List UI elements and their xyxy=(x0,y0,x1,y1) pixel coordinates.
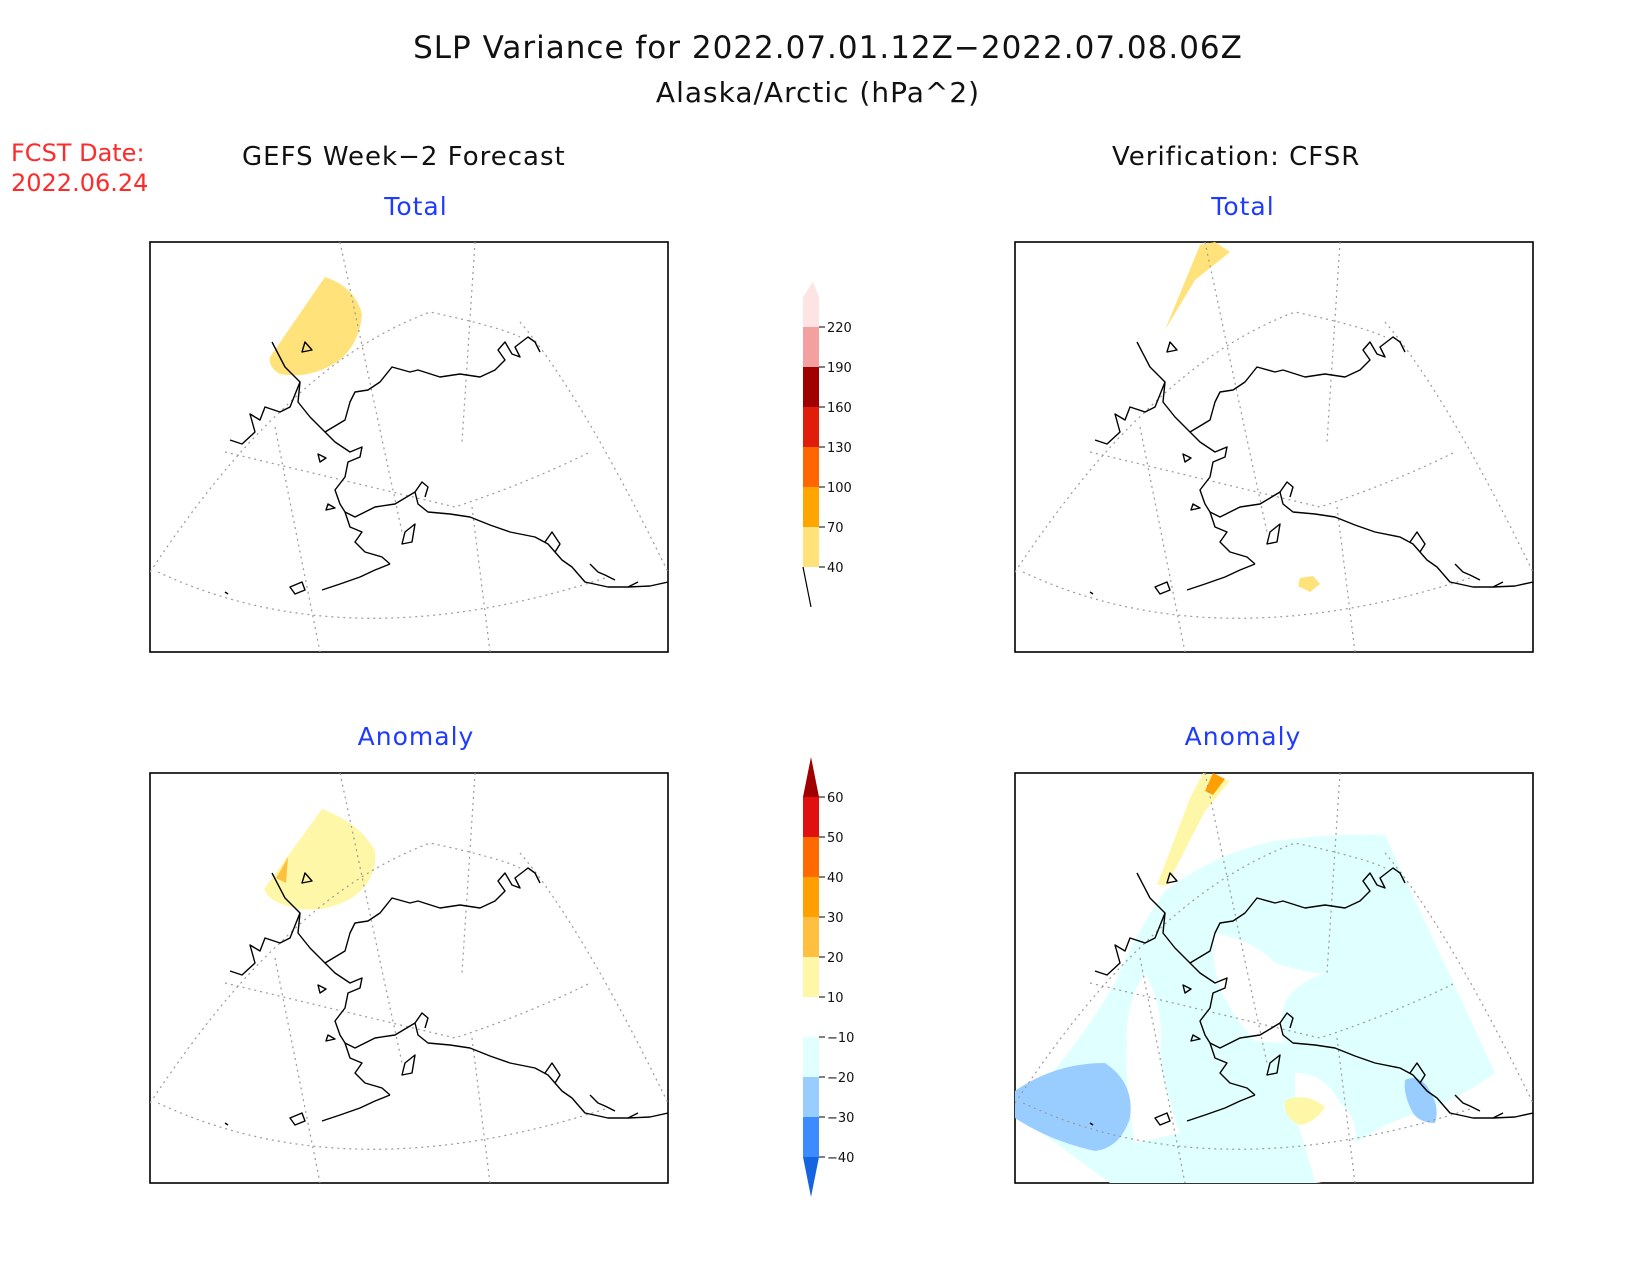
anomaly-colorbar-box-3 xyxy=(803,1037,819,1077)
forecast-total-title: Total xyxy=(384,192,448,221)
total-colorbar-label-2: 100 xyxy=(827,481,852,496)
verification-total-map xyxy=(1015,242,1533,652)
total-colorbar-label-6: 220 xyxy=(827,321,852,336)
anomaly-colorbar-label-8: 50 xyxy=(827,831,844,846)
anomaly-colorbar-label-5: 20 xyxy=(827,951,844,966)
anomaly-colorbar-label-3: −10 xyxy=(827,1031,854,1046)
verification-total-map-frame xyxy=(1014,241,1534,653)
anomaly-colorbar-label-1: −30 xyxy=(827,1111,854,1126)
anomaly-colorbar-label-4: 10 xyxy=(827,991,844,1006)
fcst-date-value: 2022.06.24 xyxy=(11,169,149,197)
chart-title: SLP Variance for 2022.07.01.12Z−2022.07.… xyxy=(413,30,1243,66)
total-colorbar-box-3 xyxy=(803,407,819,447)
fcst-date-label: FCST Date: xyxy=(11,139,145,167)
total-colorbar-label-1: 70 xyxy=(827,521,844,536)
verification-anomaly-negative-panhandle xyxy=(1404,1078,1437,1123)
anomaly-colorbar-label-7: 40 xyxy=(827,871,844,886)
total-colorbar-box-1 xyxy=(803,487,819,527)
anomaly-colorbar-box-9 xyxy=(803,797,819,837)
total-colorbar-lower-tail xyxy=(802,566,812,608)
anomaly-colorbar-box-7 xyxy=(803,877,819,917)
total-colorbar-box-2 xyxy=(803,447,819,487)
anomaly-colorbar-box-5 xyxy=(803,957,819,997)
verification-total-shading-north xyxy=(1165,242,1230,330)
anomaly-colorbar-box-8 xyxy=(803,837,819,877)
anomaly-colorbar-label-6: 30 xyxy=(827,911,844,926)
forecast-total-map xyxy=(150,242,668,652)
verification-anomaly-positive-gulf xyxy=(1284,1097,1325,1125)
anomaly-colorbar-box-4 xyxy=(803,997,819,1037)
anomaly-colorbar-upper-triangle xyxy=(803,757,819,797)
verification-anomaly-negative-bering xyxy=(1015,1063,1131,1151)
anomaly-colorbar-label-0: −40 xyxy=(827,1151,854,1166)
forecast-anomaly-map xyxy=(150,773,668,1183)
verification-anomaly-map xyxy=(1015,773,1533,1183)
anomaly-colorbar-box-1 xyxy=(803,1117,819,1157)
forecast-total-shading xyxy=(269,277,362,376)
forecast-anomaly-shading xyxy=(264,809,376,910)
anomaly-colorbar: −40 −30 −20 −10 10 20 30 40 50 60 xyxy=(803,757,854,1197)
anomaly-colorbar-label-9: 60 xyxy=(827,791,844,806)
forecast-anomaly-map-frame xyxy=(149,772,669,1184)
verification-anomaly-positive-peak xyxy=(1205,773,1225,795)
forecast-anomaly-title: Anomaly xyxy=(357,722,475,751)
total-colorbar-label-4: 160 xyxy=(827,401,852,416)
total-colorbar-box-4 xyxy=(803,367,819,407)
chart-subtitle: Alaska/Arctic (hPa^2) xyxy=(655,76,981,109)
verification-anomaly-positive-north xyxy=(1157,773,1230,885)
total-colorbar: 40 70 100 130 160 190 220 xyxy=(802,282,852,608)
verification-total-shading-gulf xyxy=(1298,576,1320,592)
total-colorbar-label-0: 40 xyxy=(827,561,844,576)
total-colorbar-label-3: 130 xyxy=(827,441,852,456)
total-colorbar-box-6 xyxy=(803,282,819,327)
verification-anomaly-neutral-interior xyxy=(1213,933,1325,1043)
forecast-total-map-frame xyxy=(149,241,669,653)
verification-total-title: Total xyxy=(1211,192,1275,221)
anomaly-colorbar-lower-triangle xyxy=(803,1157,819,1197)
verification-column-heading: Verification: CFSR xyxy=(1112,142,1361,172)
total-colorbar-box-0 xyxy=(803,527,819,567)
verification-anomaly-title: Anomaly xyxy=(1184,722,1302,751)
forecast-column-heading: GEFS Week−2 Forecast xyxy=(242,142,566,172)
anomaly-colorbar-box-6 xyxy=(803,917,819,957)
verification-anomaly-neutral-west xyxy=(1126,973,1180,1143)
total-colorbar-label-5: 190 xyxy=(827,361,852,376)
anomaly-colorbar-box-2 xyxy=(803,1077,819,1117)
total-colorbar-box-5 xyxy=(803,327,819,367)
forecast-anomaly-shading-peak xyxy=(276,857,288,883)
anomaly-colorbar-label-2: −20 xyxy=(827,1071,854,1086)
